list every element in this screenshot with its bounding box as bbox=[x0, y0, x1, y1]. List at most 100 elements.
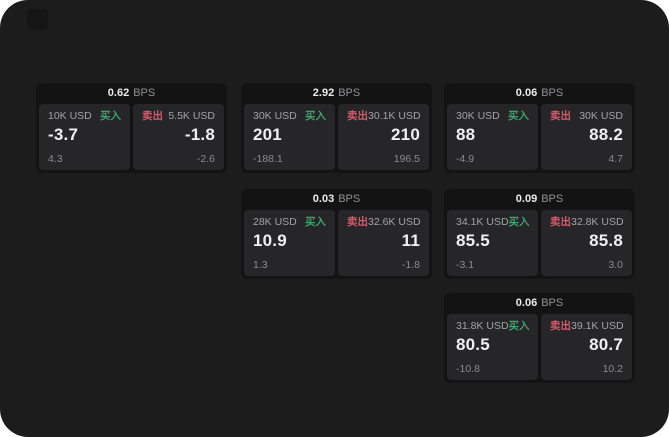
sell-price: 210 bbox=[391, 124, 420, 144]
bps-value: 0.06 bbox=[515, 297, 538, 309]
buy-panel-top: 30K USD 买入 bbox=[456, 111, 529, 122]
buy-panel-top: 30K USD 买入 bbox=[253, 111, 326, 122]
buy-price: 85.5 bbox=[456, 230, 490, 250]
card-header: 0.09 BPS bbox=[444, 189, 635, 210]
bps-value: 0.09 bbox=[515, 193, 538, 205]
sell-delta: 196.5 bbox=[393, 152, 420, 165]
sell-side-badge: 卖出 bbox=[550, 216, 571, 228]
sell-panel-top: 卖出 5.5K USD bbox=[142, 111, 215, 122]
buy-amount: 34.1K USD bbox=[456, 216, 509, 228]
buy-amount: 28K USD bbox=[253, 216, 297, 228]
buy-price: 88 bbox=[456, 124, 476, 144]
bps-unit-label: BPS bbox=[133, 87, 156, 99]
card-body: 30K USD 买入 201 -188.1 卖出 30.1K USD 210 1… bbox=[241, 104, 432, 173]
card-header: 0.06 BPS bbox=[444, 83, 635, 104]
card-body: 31.8K USD 买入 80.5 -10.8 卖出 39.1K USD 80.… bbox=[444, 314, 635, 383]
buy-delta: -188.1 bbox=[253, 152, 283, 165]
sell-price: 88.2 bbox=[589, 124, 623, 144]
sell-side-badge: 卖出 bbox=[550, 320, 571, 332]
buy-side-badge: 买入 bbox=[100, 110, 121, 122]
sell-quote-panel[interactable]: 卖出 5.5K USD -1.8 -2.6 bbox=[133, 104, 224, 170]
sell-panel-top: 卖出 30K USD bbox=[550, 111, 623, 122]
quote-card: 0.62 BPS 10K USD 买入 -3.7 4.3 卖出 5.5K USD… bbox=[36, 83, 227, 173]
app-logo-placeholder-icon bbox=[27, 9, 48, 30]
sell-quote-panel[interactable]: 卖出 32.8K USD 85.8 3.0 bbox=[541, 210, 632, 276]
sell-delta: 10.2 bbox=[602, 362, 623, 375]
card-body: 30K USD 买入 88 -4.9 卖出 30K USD 88.2 4.7 bbox=[444, 104, 635, 173]
sell-price: 11 bbox=[401, 230, 420, 250]
sell-amount: 32.6K USD bbox=[368, 216, 421, 228]
card-body: 34.1K USD 买入 85.5 -3.1 卖出 32.8K USD 85.8… bbox=[444, 210, 635, 279]
sell-quote-panel[interactable]: 卖出 30.1K USD 210 196.5 bbox=[338, 104, 429, 170]
sell-amount: 32.8K USD bbox=[571, 216, 624, 228]
sell-delta: -1.8 bbox=[401, 258, 420, 271]
quote-card: 0.09 BPS 34.1K USD 买入 85.5 -3.1 卖出 32.8K… bbox=[444, 189, 635, 279]
buy-amount: 31.8K USD bbox=[456, 320, 509, 332]
buy-amount: 30K USD bbox=[456, 110, 500, 122]
sell-side-badge: 卖出 bbox=[347, 110, 368, 122]
card-body: 10K USD 买入 -3.7 4.3 卖出 5.5K USD -1.8 -2.… bbox=[36, 104, 227, 173]
sell-quote-panel[interactable]: 卖出 30K USD 88.2 4.7 bbox=[541, 104, 632, 170]
buy-side-badge: 买入 bbox=[305, 110, 326, 122]
sell-amount: 39.1K USD bbox=[571, 320, 624, 332]
sell-price: 85.8 bbox=[589, 230, 623, 250]
bps-unit-label: BPS bbox=[541, 87, 564, 99]
buy-quote-panel[interactable]: 28K USD 买入 10.9 1.3 bbox=[244, 210, 335, 276]
card-body: 28K USD 买入 10.9 1.3 卖出 32.6K USD 11 -1.8 bbox=[241, 210, 432, 279]
quote-card: 0.06 BPS 31.8K USD 买入 80.5 -10.8 卖出 39.1… bbox=[444, 293, 635, 383]
buy-price: 10.9 bbox=[253, 230, 287, 250]
card-header: 0.03 BPS bbox=[241, 189, 432, 210]
buy-price: 80.5 bbox=[456, 334, 490, 354]
card-header: 2.92 BPS bbox=[241, 83, 432, 104]
sell-panel-top: 卖出 30.1K USD bbox=[347, 110, 421, 122]
bps-unit-label: BPS bbox=[541, 193, 564, 205]
buy-quote-panel[interactable]: 31.8K USD 买入 80.5 -10.8 bbox=[447, 314, 538, 380]
bps-value: 0.06 bbox=[515, 87, 538, 99]
sell-amount: 30.1K USD bbox=[368, 110, 421, 122]
sell-price: -1.8 bbox=[184, 124, 215, 144]
buy-delta: 1.3 bbox=[253, 258, 268, 271]
sell-amount: 30K USD bbox=[579, 110, 623, 122]
buy-side-badge: 买入 bbox=[508, 320, 530, 332]
buy-price: -3.7 bbox=[48, 124, 79, 144]
buy-amount: 30K USD bbox=[253, 110, 297, 122]
card-header: 0.62 BPS bbox=[36, 83, 227, 104]
quote-card: 0.03 BPS 28K USD 买入 10.9 1.3 卖出 32.6K US… bbox=[241, 189, 432, 279]
buy-side-badge: 买入 bbox=[305, 216, 326, 228]
buy-quote-panel[interactable]: 34.1K USD 买入 85.5 -3.1 bbox=[447, 210, 538, 276]
sell-price: 80.7 bbox=[589, 334, 623, 354]
buy-side-badge: 买入 bbox=[508, 216, 530, 228]
sell-side-badge: 卖出 bbox=[347, 216, 368, 228]
buy-delta: 4.3 bbox=[48, 152, 63, 165]
bps-unit-label: BPS bbox=[338, 193, 361, 205]
sell-side-badge: 卖出 bbox=[142, 110, 163, 122]
buy-delta: -4.9 bbox=[456, 152, 475, 165]
buy-delta: -3.1 bbox=[456, 258, 475, 271]
sell-side-badge: 卖出 bbox=[550, 110, 571, 122]
buy-panel-top: 31.8K USD 买入 bbox=[456, 320, 530, 332]
sell-panel-top: 卖出 39.1K USD bbox=[550, 320, 624, 332]
card-header: 0.06 BPS bbox=[444, 293, 635, 314]
sell-quote-panel[interactable]: 卖出 32.6K USD 11 -1.8 bbox=[338, 210, 429, 276]
buy-quote-panel[interactable]: 30K USD 买入 201 -188.1 bbox=[244, 104, 335, 170]
bps-value: 2.92 bbox=[312, 87, 335, 99]
buy-side-badge: 买入 bbox=[508, 110, 529, 122]
sell-quote-panel[interactable]: 卖出 39.1K USD 80.7 10.2 bbox=[541, 314, 632, 380]
buy-panel-top: 34.1K USD 买入 bbox=[456, 216, 530, 228]
quote-card: 0.06 BPS 30K USD 买入 88 -4.9 卖出 30K USD 8… bbox=[444, 83, 635, 173]
buy-delta: -10.8 bbox=[456, 362, 480, 375]
buy-price: 201 bbox=[253, 124, 282, 144]
buy-amount: 10K USD bbox=[48, 110, 92, 122]
buy-quote-panel[interactable]: 10K USD 买入 -3.7 4.3 bbox=[39, 104, 130, 170]
bps-value: 0.03 bbox=[312, 193, 335, 205]
bps-unit-label: BPS bbox=[541, 297, 564, 309]
sell-panel-top: 卖出 32.6K USD bbox=[347, 216, 421, 228]
bps-value: 0.62 bbox=[107, 87, 130, 99]
sell-amount: 5.5K USD bbox=[168, 110, 215, 122]
buy-panel-top: 10K USD 买入 bbox=[48, 111, 121, 122]
sell-delta: 3.0 bbox=[608, 258, 623, 271]
sell-delta: 4.7 bbox=[608, 152, 623, 165]
sell-delta: -2.6 bbox=[196, 152, 215, 165]
buy-quote-panel[interactable]: 30K USD 买入 88 -4.9 bbox=[447, 104, 538, 170]
